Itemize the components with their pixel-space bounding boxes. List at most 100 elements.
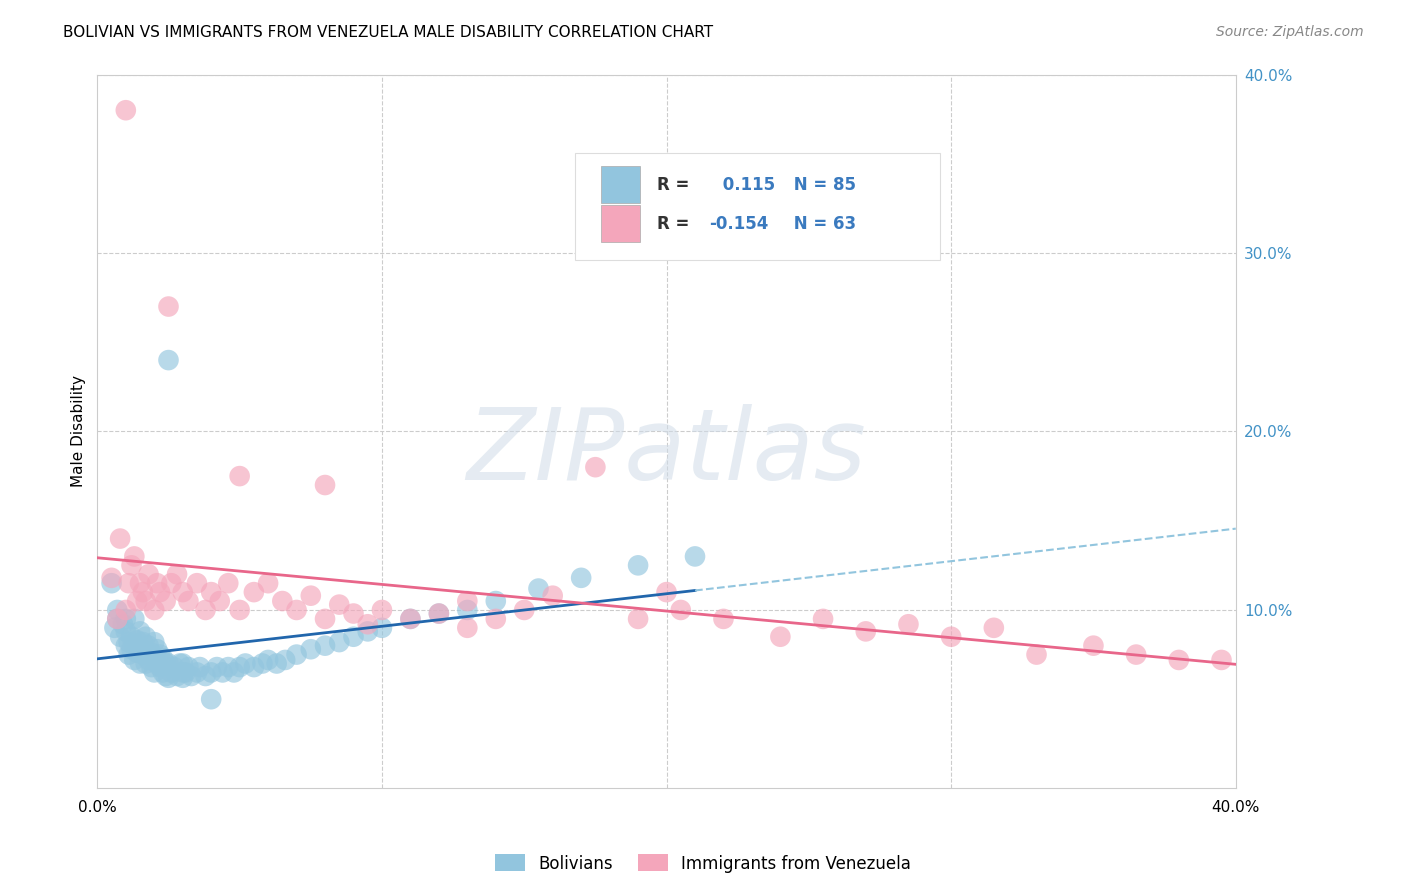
Point: [1125, 648, 1147, 662]
Point: [121, 558, 143, 573]
Point: [143, 651, 166, 665]
Point: [357, 617, 380, 632]
Text: R =: R =: [658, 215, 696, 233]
Point: [169, 657, 191, 671]
Point: [121, 642, 143, 657]
Point: [274, 653, 297, 667]
Point: [328, 635, 350, 649]
Point: [160, 665, 183, 680]
Point: [114, 624, 136, 639]
Text: 0.115: 0.115: [717, 176, 775, 194]
Point: [1025, 648, 1047, 662]
Point: [527, 582, 550, 596]
Point: [100, 576, 122, 591]
Point: [683, 549, 706, 564]
Point: [129, 576, 152, 591]
Point: [172, 671, 194, 685]
Text: ZIPatlas: ZIPatlas: [467, 404, 866, 501]
Point: [208, 594, 231, 608]
Point: [146, 642, 169, 657]
Point: [456, 603, 478, 617]
Point: [200, 692, 222, 706]
Point: [328, 598, 350, 612]
Y-axis label: Male Disability: Male Disability: [72, 376, 86, 488]
Point: [132, 648, 155, 662]
Point: [135, 594, 157, 608]
Point: [200, 585, 222, 599]
Point: [152, 665, 174, 680]
Point: [127, 633, 149, 648]
Text: R =: R =: [658, 176, 696, 194]
Point: [124, 549, 146, 564]
Point: [141, 660, 163, 674]
Point: [456, 594, 478, 608]
Text: N = 85: N = 85: [789, 176, 856, 194]
Point: [172, 657, 194, 671]
Point: [569, 571, 592, 585]
Point: [105, 612, 128, 626]
Point: [314, 478, 336, 492]
Point: [108, 630, 131, 644]
Point: [127, 594, 149, 608]
Point: [177, 594, 200, 608]
Point: [157, 657, 180, 671]
Point: [111, 617, 134, 632]
Point: [163, 660, 186, 674]
Point: [1211, 653, 1233, 667]
Point: [811, 612, 834, 626]
Point: [105, 612, 128, 626]
Point: [121, 630, 143, 644]
Point: [713, 612, 735, 626]
Point: [135, 630, 157, 644]
Point: [655, 585, 678, 599]
Point: [138, 639, 160, 653]
Point: [485, 594, 508, 608]
Point: [485, 612, 508, 626]
Point: [124, 653, 146, 667]
Point: [357, 624, 380, 639]
Point: [222, 665, 245, 680]
Point: [342, 630, 364, 644]
Point: [143, 603, 166, 617]
Point: [138, 653, 160, 667]
Point: [114, 103, 136, 118]
Text: Source: ZipAtlas.com: Source: ZipAtlas.com: [1216, 25, 1364, 39]
Point: [100, 571, 122, 585]
Point: [399, 612, 422, 626]
Point: [1167, 653, 1189, 667]
Point: [257, 576, 280, 591]
Point: [855, 624, 877, 639]
Point: [266, 657, 288, 671]
Point: [114, 612, 136, 626]
Point: [427, 607, 450, 621]
Point: [114, 639, 136, 653]
Point: [118, 576, 141, 591]
Point: [180, 669, 202, 683]
Point: [166, 567, 188, 582]
Point: [371, 603, 394, 617]
FancyBboxPatch shape: [575, 153, 939, 260]
Point: [188, 660, 211, 674]
Point: [155, 594, 177, 608]
Point: [243, 585, 266, 599]
Point: [129, 642, 152, 657]
Point: [127, 646, 149, 660]
Point: [769, 630, 792, 644]
Text: N = 63: N = 63: [789, 215, 856, 233]
Point: [118, 648, 141, 662]
Point: [205, 660, 228, 674]
Point: [627, 558, 650, 573]
Point: [314, 639, 336, 653]
Point: [138, 567, 160, 582]
Point: [243, 660, 266, 674]
Point: [118, 635, 141, 649]
Point: [194, 603, 217, 617]
Point: [132, 635, 155, 649]
Point: [299, 642, 322, 657]
Point: [217, 576, 239, 591]
Point: [149, 660, 172, 674]
Point: [149, 648, 172, 662]
Point: [228, 469, 250, 483]
Point: [146, 657, 169, 671]
Point: [541, 589, 564, 603]
